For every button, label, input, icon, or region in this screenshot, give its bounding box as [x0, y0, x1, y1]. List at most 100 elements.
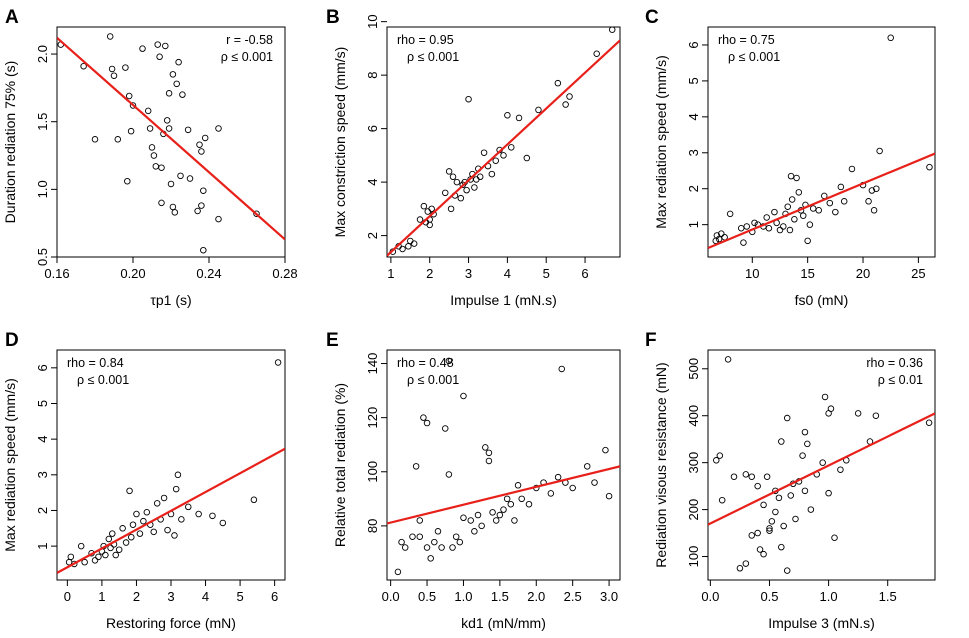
data-point	[122, 64, 129, 71]
panel-letter: D	[5, 330, 19, 351]
data-point	[500, 506, 507, 513]
data-point	[106, 33, 114, 40]
data-point	[751, 219, 758, 227]
data-point	[179, 91, 186, 98]
regression-line	[57, 447, 285, 574]
y-tick-label: 2	[365, 232, 380, 239]
data-point	[164, 526, 171, 534]
data-point	[195, 510, 202, 518]
data-point	[447, 205, 455, 213]
data-point	[442, 425, 449, 432]
data-point	[173, 80, 180, 88]
data-point	[525, 500, 533, 508]
data-point	[67, 553, 75, 561]
data-point	[766, 527, 773, 534]
x-axis-title: Restoring force (mN)	[106, 615, 236, 631]
data-point	[807, 506, 815, 513]
y-tick-label: 5	[686, 77, 701, 84]
data-point	[91, 136, 99, 143]
data-point	[143, 508, 151, 516]
data-point	[399, 245, 406, 253]
y-axis-title: Max constriction speed (mm/s)	[332, 47, 348, 238]
data-point	[109, 530, 116, 537]
data-point	[102, 551, 109, 559]
x-tick-label: 0.28	[272, 266, 297, 281]
data-point	[804, 440, 811, 448]
data-point	[815, 207, 822, 214]
data-points	[65, 359, 282, 568]
y-tick-label: 8	[365, 72, 380, 79]
regression-line	[708, 412, 935, 526]
y-tick-label: 100	[686, 546, 701, 568]
data-point	[177, 172, 184, 180]
panel-letter: F	[645, 330, 657, 351]
data-point	[110, 72, 118, 79]
data-point	[124, 177, 131, 185]
data-point	[438, 544, 445, 551]
data-point	[788, 196, 796, 203]
data-point	[136, 530, 144, 537]
stat-annotation: ρ ≤ 0.001	[407, 50, 459, 64]
x-tick-label: 0.0	[382, 589, 400, 604]
data-point	[434, 528, 442, 535]
data-point	[605, 492, 613, 500]
data-point	[253, 210, 260, 217]
data-point	[876, 147, 883, 155]
data-point	[424, 208, 432, 215]
regression-line	[387, 465, 620, 525]
data-point	[804, 237, 811, 245]
data-point	[108, 65, 116, 73]
data-point	[152, 163, 160, 170]
data-point	[409, 533, 416, 540]
y-tick-label: 10	[365, 14, 380, 28]
x-tick-label: 2.0	[527, 589, 545, 604]
data-point	[427, 555, 434, 562]
panel-letter: B	[326, 7, 340, 28]
data-point	[115, 546, 123, 553]
panel-d: 0 1 2 3 4 5 6 1 2 3 4 5 6 Restoring force (mN) Max red…	[2, 330, 286, 631]
data-point	[416, 533, 424, 540]
data-point	[562, 101, 569, 108]
data-point	[423, 419, 431, 427]
y-tick-label: 100	[365, 461, 380, 483]
data-point	[726, 210, 734, 218]
plot-frame	[56, 26, 286, 258]
data-point	[186, 175, 194, 182]
data-point	[478, 522, 485, 530]
y-tick-label: 1	[686, 221, 701, 228]
x-axis-title: Impulse 3 (mN.s)	[768, 615, 875, 631]
stat-annotation: rho = 0.75	[718, 33, 775, 47]
data-point	[416, 216, 424, 223]
data-point	[165, 125, 173, 132]
data-point	[146, 125, 154, 132]
data-point	[81, 558, 88, 566]
y-tick-label: 5	[35, 400, 50, 407]
data-points	[57, 33, 260, 254]
panel-e: 0.0 0.5 1.0 1.5 2.0 2.5 3.0 80 100 120 140 kd1 (mN/…	[326, 330, 621, 631]
data-point	[763, 473, 771, 480]
data-point	[518, 495, 525, 503]
y-tick-label: 6	[35, 364, 50, 371]
regression-line	[708, 152, 935, 250]
x-axis-title: τp1 (s)	[150, 292, 191, 308]
data-point	[870, 207, 878, 214]
data-point	[768, 518, 776, 525]
data-point	[840, 198, 848, 205]
data-point	[784, 203, 791, 210]
data-point	[787, 492, 795, 499]
data-point	[215, 125, 222, 132]
data-point	[737, 224, 745, 232]
y-tick-label: 6	[686, 41, 701, 48]
data-point	[200, 246, 207, 254]
data-point	[754, 529, 761, 537]
stat-annotation: ρ ≤ 0.001	[77, 373, 129, 387]
y-tick-label: 4	[35, 436, 50, 443]
data-point	[453, 178, 461, 186]
data-point	[795, 189, 803, 196]
data-point	[591, 479, 598, 486]
data-point	[467, 517, 474, 524]
x-tick-label: 1.5	[491, 589, 509, 604]
data-point	[569, 484, 576, 492]
data-point	[125, 92, 133, 100]
x-tick-label: 15	[800, 266, 814, 281]
